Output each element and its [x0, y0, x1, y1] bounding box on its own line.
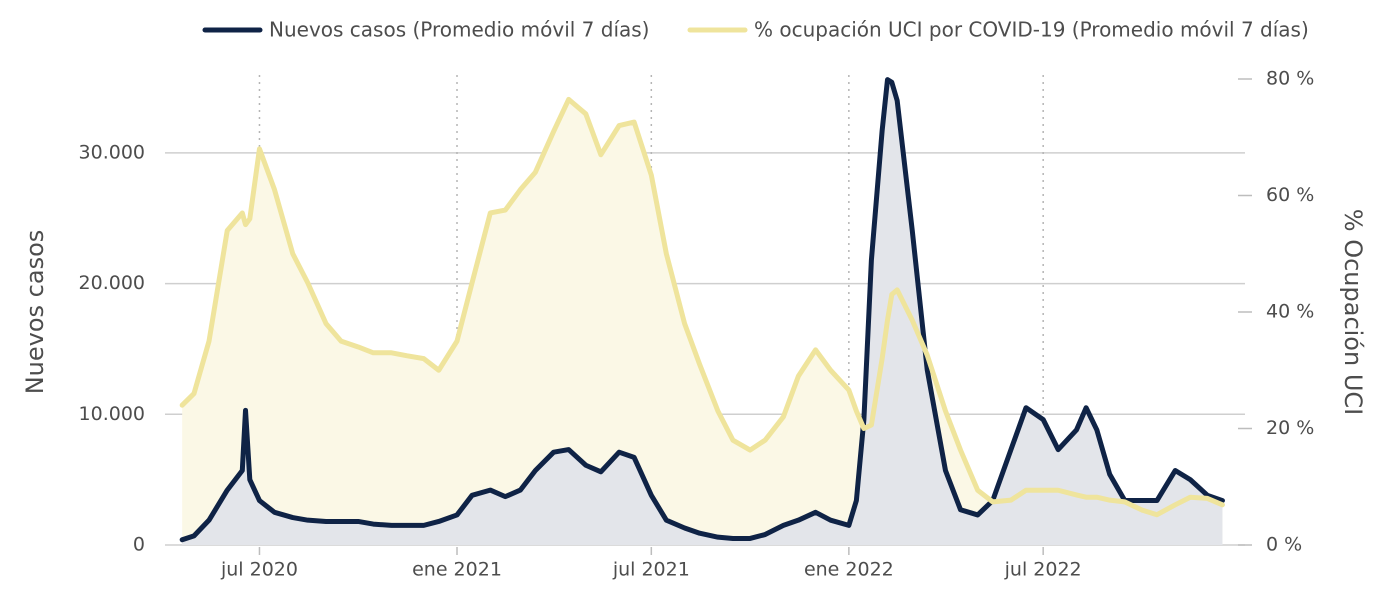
- series-line: [179, 96, 1225, 518]
- y-tick-label: 20.000: [79, 272, 145, 294]
- series-area: [182, 99, 1223, 545]
- x-tick-label: ene 2021: [412, 559, 502, 581]
- legend-label: Nuevos casos (Promedio móvil 7 días): [269, 18, 649, 42]
- y2-tick-label: 0 %: [1266, 534, 1302, 556]
- x-tick-label: jul 2021: [612, 559, 690, 581]
- series-area: [182, 79, 1223, 546]
- y2-tick-label: 80 %: [1266, 68, 1314, 90]
- x-tick-label: ene 2022: [804, 559, 894, 581]
- x-tick-label: jul 2020: [220, 559, 298, 581]
- x-tick-label: jul 2022: [1004, 559, 1082, 581]
- y-tick-label: 30.000: [79, 141, 145, 163]
- y2-tick-label: 60 %: [1266, 184, 1314, 206]
- series-line: [179, 77, 1225, 543]
- y2-tick-label: 20 %: [1266, 417, 1314, 439]
- y2-tick-label: 40 %: [1266, 301, 1314, 323]
- y-tick-label: 0: [133, 534, 145, 556]
- y-axis-title: Nuevos casos: [21, 230, 49, 395]
- y-tick-label: 10.000: [79, 403, 145, 425]
- legend-label: % ocupación UCI por COVID-19 (Promedio m…: [754, 18, 1309, 42]
- y2-axis-title: % Ocupación UCI: [1339, 209, 1367, 415]
